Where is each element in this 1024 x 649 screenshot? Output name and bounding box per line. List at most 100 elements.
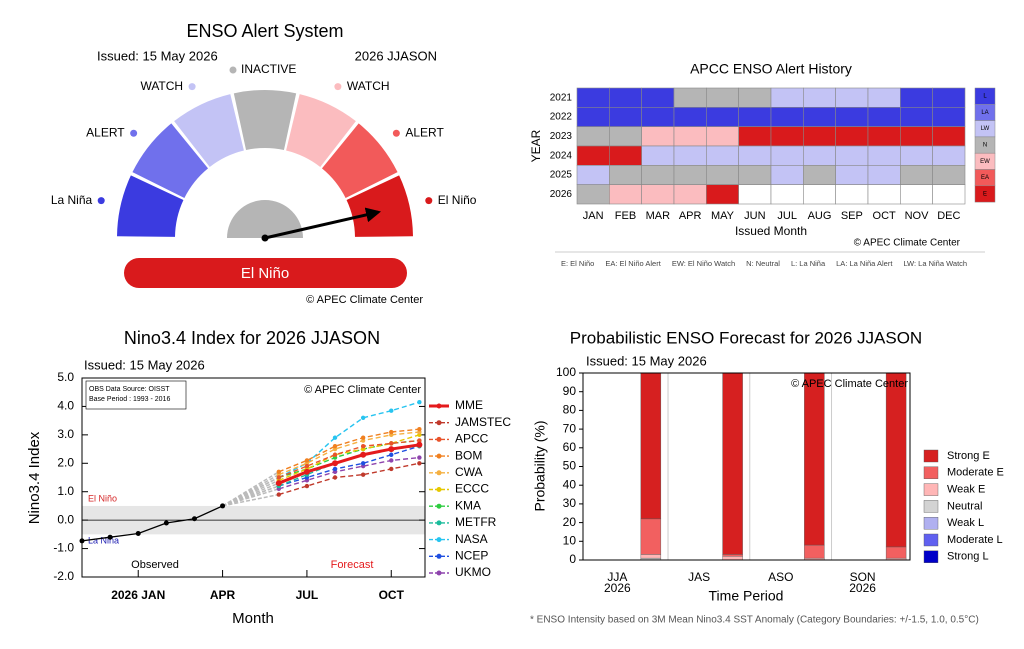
segment-label: ALERT — [405, 125, 444, 139]
month-label: DEC — [937, 210, 960, 222]
gauge-segment — [321, 123, 398, 198]
legend-swatch — [923, 483, 939, 496]
forecast-point — [360, 435, 366, 440]
month-label: SEP — [841, 210, 863, 222]
alert-cell — [576, 126, 610, 147]
gauge-segment — [117, 175, 184, 237]
x-tick-label: 2026 JAN — [111, 588, 165, 602]
alert-cell — [900, 107, 933, 127]
x-tick-label: OCT — [379, 588, 405, 602]
legend-dot — [436, 537, 442, 543]
legend-code: LW — [981, 126, 990, 132]
legend-label: Moderate L — [947, 534, 1003, 546]
legend-code: E — [983, 191, 987, 197]
bar-segment — [885, 546, 907, 559]
legend-dot — [436, 436, 442, 442]
legend-dot — [436, 570, 442, 576]
alert-cell — [867, 107, 901, 127]
alert-cell — [770, 107, 804, 127]
alert-cell — [609, 145, 642, 166]
y-tick-label: 80 — [563, 403, 577, 417]
legend-swatch — [923, 550, 939, 563]
key-label: EW: El Niño Watch — [672, 259, 735, 268]
alert-cell — [803, 184, 836, 205]
note-box — [85, 380, 187, 410]
y-tick-label: -2.0 — [53, 569, 74, 583]
season: 2026 JJASON — [355, 48, 437, 63]
forecast-point — [417, 461, 422, 466]
alert-cell — [835, 184, 869, 205]
alert-cell — [803, 107, 836, 127]
year-label: 2026 — [550, 189, 573, 200]
alert-cell — [673, 145, 707, 166]
month-label: JUL — [777, 210, 797, 222]
observed-point — [135, 531, 141, 537]
alert-cell — [576, 165, 610, 185]
alert-cell — [641, 87, 675, 108]
forecast-point — [332, 444, 338, 449]
forecast-point — [389, 452, 394, 457]
alert-cell — [609, 126, 642, 147]
alert-cell — [609, 107, 642, 127]
y-tick-label: 50 — [563, 459, 577, 473]
segment-dot — [188, 83, 196, 91]
alert-cell — [706, 165, 739, 185]
y-axis-label: YEAR — [529, 129, 543, 162]
alert-cell — [867, 145, 901, 166]
legend-label: NASA — [455, 532, 488, 546]
alert-cell — [738, 126, 772, 147]
legend-label: Strong E — [947, 450, 990, 462]
gauge-hub — [227, 200, 303, 238]
issued-date: Issued: 15 May 2026 — [586, 353, 707, 368]
footnote: * ENSO Intensity based on 3M Mean Nino3.… — [530, 615, 979, 626]
x-tick-label: SON — [850, 570, 876, 584]
alert-cell — [867, 87, 901, 108]
year-label: 2023 — [550, 131, 573, 142]
alert-cell — [609, 184, 642, 205]
alert-cell — [900, 165, 933, 185]
forecast-line — [278, 445, 420, 487]
alert-cell — [641, 184, 675, 205]
alert-cell — [900, 126, 933, 147]
legend-dot — [436, 453, 442, 459]
segment-label: El Niño — [438, 193, 477, 207]
legend-dot — [436, 553, 442, 559]
alert-cell — [835, 107, 869, 127]
alert-cell — [673, 107, 707, 127]
forecast-point — [276, 492, 282, 497]
alert-cell — [835, 87, 869, 108]
legend-swatch — [923, 449, 939, 463]
issued-date: Issued: 15 May 2026 — [97, 48, 218, 63]
gauge-segment — [174, 94, 244, 167]
key-label: LW: La Niña Watch — [903, 259, 967, 268]
alert-cell — [641, 107, 675, 127]
legend-dot — [436, 503, 442, 509]
bar-segment — [804, 372, 825, 546]
alert-cell — [706, 107, 739, 127]
forecast-point — [360, 472, 366, 477]
legend-code: L — [983, 94, 987, 100]
alert-cell — [932, 126, 966, 147]
forecast-point — [276, 469, 282, 475]
y-tick-label: 4.0 — [57, 399, 74, 413]
alert-cell — [576, 107, 610, 127]
copyright: © APEC Climate Center — [306, 294, 423, 306]
alert-cell — [867, 184, 901, 205]
alert-cell — [706, 145, 739, 166]
forecast-line — [278, 434, 420, 481]
legend-code: LA — [981, 110, 988, 116]
bar-segment — [722, 372, 743, 555]
y-tick-label: 90 — [563, 384, 577, 398]
forecast-point — [389, 441, 394, 446]
x-tick-label: JAS — [688, 570, 710, 584]
plot-frame — [81, 377, 426, 578]
segment-label: La Niña — [51, 193, 93, 207]
alert-cell — [641, 145, 675, 166]
forecast-point — [332, 466, 338, 472]
plume-line — [222, 474, 280, 507]
year-label: 2025 — [550, 170, 573, 181]
source-note: Base Period : 1993 - 2016 — [89, 396, 170, 403]
alert-cell — [835, 145, 869, 166]
alert-cell — [738, 107, 772, 127]
